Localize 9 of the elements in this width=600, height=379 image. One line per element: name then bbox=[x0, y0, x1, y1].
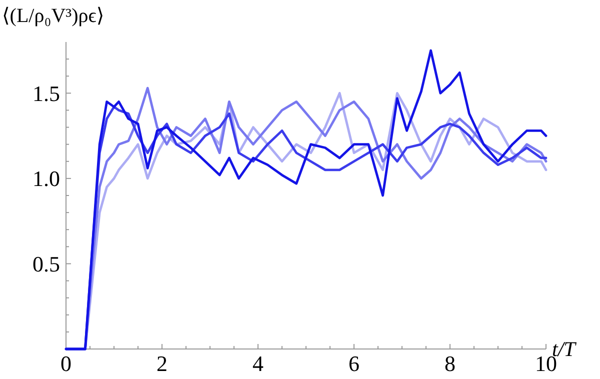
x-tick-label: 6 bbox=[348, 351, 360, 376]
x-tick-label: 2 bbox=[156, 351, 168, 376]
x-tick-label: 4 bbox=[252, 351, 264, 376]
x-tick-label: 8 bbox=[444, 351, 456, 376]
y-tick-label: 1.5 bbox=[32, 80, 60, 106]
y-axis-title: ⟨(L/ρ₀V³)ρϵ⟩ bbox=[2, 5, 104, 27]
y-tick-label: 1.0 bbox=[32, 166, 60, 192]
x-tick-label: 0 bbox=[60, 351, 72, 376]
y-tick-label: 0.5 bbox=[32, 251, 60, 276]
